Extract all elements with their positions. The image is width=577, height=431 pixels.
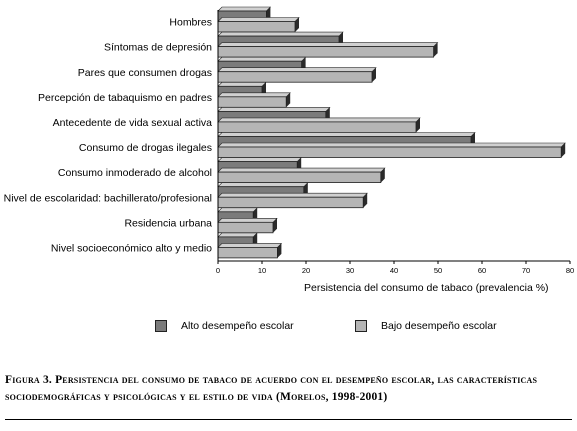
category-label: Síntomas de depresión — [104, 42, 212, 54]
category-label: Residencia urbana — [124, 217, 212, 229]
category-label: Consumo inmoderado de alcohol — [58, 167, 212, 179]
bar-top-face — [217, 157, 302, 162]
figure-caption: Figura 3. Persistencia del consumo de ta… — [5, 374, 538, 403]
bar-side-face — [416, 117, 420, 133]
category-label: Percepción de tabaquismo en padres — [38, 92, 212, 104]
category-labels: Hombres Síntomas de depresión Pares que co… — [4, 17, 213, 255]
bar-top-face — [217, 17, 300, 22]
bar-side-face — [380, 168, 385, 183]
bar-top-face — [217, 232, 258, 238]
bar-top-face — [217, 67, 377, 72]
bar-bajo — [217, 146, 562, 158]
bar-bajo — [217, 121, 417, 133]
bar-bajo — [217, 71, 373, 83]
caption-divider — [5, 419, 572, 420]
legend: Alto desempeño escolar Bajo desempeño es… — [0, 320, 577, 340]
x-tick-label: 40 — [390, 266, 398, 275]
bar-top-face — [217, 192, 368, 198]
legend-item-bajo: Bajo desempeño escolar — [355, 320, 497, 332]
x-axis-title: Persistencia del consumo de tabaco (prev… — [304, 282, 549, 294]
x-tick-label: 70 — [522, 266, 530, 275]
x-tick-label: 20 — [302, 266, 310, 275]
bar-side-face — [273, 218, 277, 233]
bar-top-face — [217, 142, 566, 148]
bar-top-face — [217, 218, 278, 223]
bar-top-face — [217, 42, 439, 47]
category-label: Nivel socioeconómico alto y medio — [51, 242, 212, 254]
bar-bajo — [217, 21, 296, 33]
bar-side-face — [295, 17, 299, 32]
x-tick-label: 0 — [216, 266, 220, 275]
x-tick-label: 50 — [434, 266, 442, 275]
bar-top-face — [217, 82, 267, 87]
category-label: Consumo de drogas ilegales — [79, 142, 212, 154]
x-ticks: 0 10 20 30 40 50 60 70 80 — [216, 261, 574, 275]
bar-side-face — [277, 243, 282, 258]
bar-side-face — [372, 67, 376, 83]
legend-label-bajo: Bajo desempeño escolar — [381, 320, 497, 332]
bar-top-face — [217, 117, 421, 123]
category-label: Hombres — [169, 17, 212, 29]
x-tick-label: 80 — [566, 266, 574, 275]
bar-side-face — [286, 92, 291, 108]
legend-swatch-bajo — [355, 320, 367, 332]
legend-item-alto: Alto desempeño escolar — [155, 320, 294, 332]
bar-top-face — [217, 92, 291, 98]
bar-top-face — [217, 107, 331, 112]
bar-bajo — [217, 46, 435, 58]
category-label: Nivel de escolaridad: bachillerato/profe… — [4, 192, 212, 204]
bar-side-face — [561, 143, 566, 158]
bar-side-face — [433, 42, 438, 58]
bar-bajo — [217, 246, 278, 259]
category-label: Pares que consumen drogas — [78, 67, 212, 79]
bars-layer — [217, 6, 566, 259]
legend-label-alto: Alto desempeño escolar — [181, 320, 294, 332]
bar-top-face — [217, 243, 283, 248]
bar-bajo — [217, 196, 364, 209]
bar-top-face — [217, 167, 386, 173]
category-label: Antecedente de vida sexual activa — [53, 117, 213, 129]
bar-bajo — [217, 221, 274, 234]
bar-top-face — [217, 6, 272, 12]
bar-top-face — [217, 182, 309, 187]
x-tick-label: 10 — [258, 266, 266, 275]
bar-top-face — [217, 31, 344, 37]
bar-top-face — [217, 56, 307, 62]
bar-bajo — [217, 96, 287, 108]
legend-swatch-alto — [155, 320, 167, 332]
bar-top-face — [217, 132, 476, 137]
bar-top-face — [217, 207, 258, 213]
x-tick-label: 30 — [346, 266, 354, 275]
x-tick-label: 60 — [478, 266, 486, 275]
bar-bajo — [217, 171, 382, 184]
bar-side-face — [363, 193, 368, 208]
